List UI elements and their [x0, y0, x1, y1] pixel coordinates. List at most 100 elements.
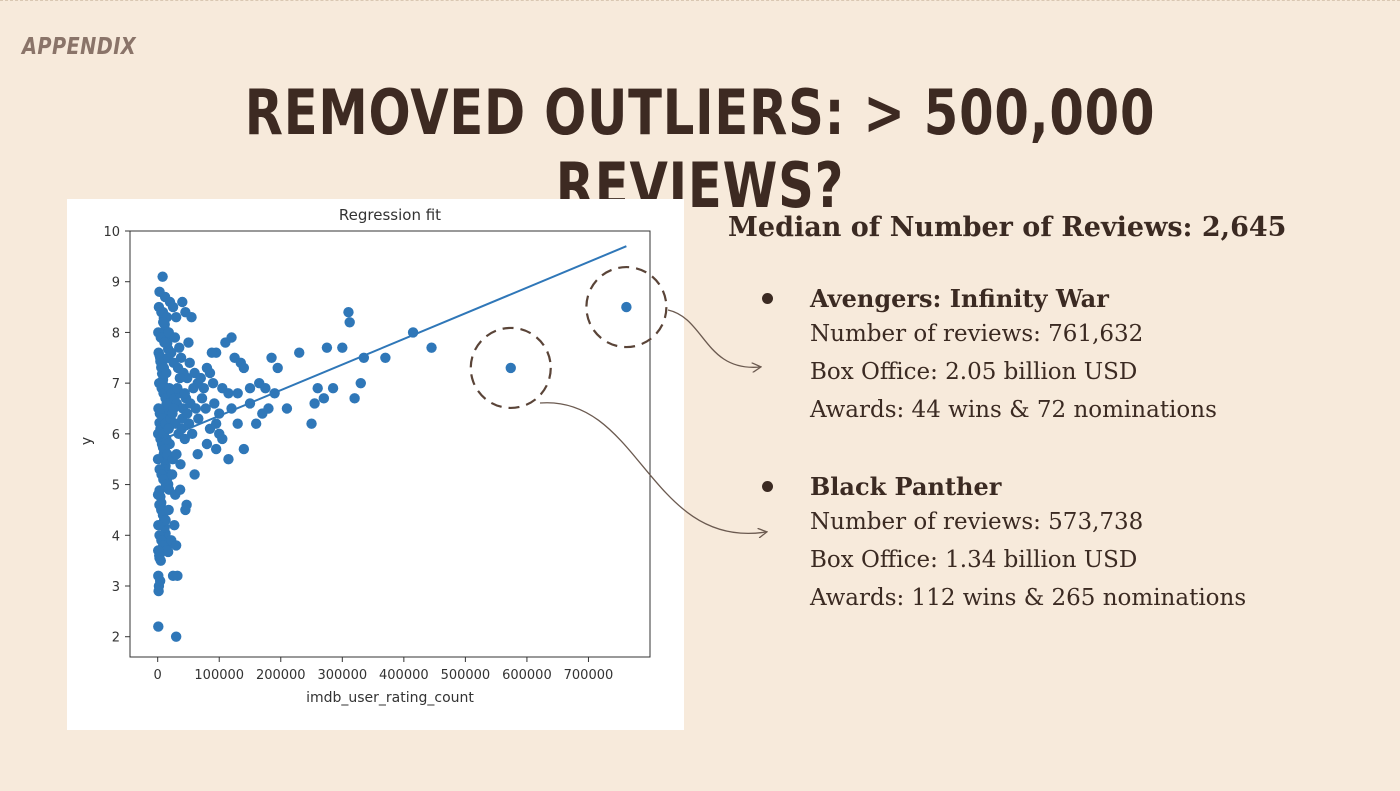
data-point [152, 454, 164, 465]
data-point [169, 332, 181, 343]
y-tick-label: 4 [112, 529, 120, 544]
data-point [210, 418, 222, 429]
data-point [171, 448, 182, 460]
y-tick-label: 8 [112, 326, 120, 341]
regression-line [157, 245, 627, 443]
data-point [196, 393, 208, 404]
movie-awards: Awards: 112 wins & 265 nominations [810, 585, 1247, 611]
x-tick-label: 200000 [256, 668, 306, 683]
data-point [182, 408, 193, 419]
data-point [184, 357, 195, 369]
data-point [174, 484, 186, 495]
scatter-chart: Regression fit imdb_user_rating_count y … [79, 206, 651, 706]
data-point [201, 438, 213, 450]
data-point [172, 570, 183, 582]
data-point [232, 418, 243, 429]
x-tick-label: 600000 [502, 668, 552, 683]
data-point [321, 342, 333, 353]
data-point [157, 271, 168, 282]
y-tick-label: 9 [112, 276, 120, 291]
y-tick-label: 7 [112, 377, 120, 392]
data-point [238, 362, 250, 374]
chart-title: Regression fit [339, 206, 441, 224]
data-point [166, 347, 177, 358]
data-point [160, 514, 171, 526]
data-point [161, 367, 172, 379]
data-point [174, 342, 185, 353]
data-point [217, 433, 228, 445]
data-point [179, 433, 190, 445]
data-point [177, 296, 188, 308]
data-point [180, 504, 191, 516]
data-point [250, 418, 262, 429]
plot-frame [129, 230, 651, 658]
data-point [223, 454, 234, 465]
movie-name: Avengers: Infinity War [810, 284, 1109, 313]
data-point [266, 352, 277, 363]
data-point [186, 312, 197, 323]
data-point [337, 342, 348, 353]
data-point [172, 383, 183, 394]
data-point [201, 362, 213, 374]
data-point [223, 388, 234, 399]
top-divider [0, 0, 1400, 1]
data-point [188, 383, 199, 394]
data-point [168, 403, 179, 414]
x-tick-label: 0 [154, 668, 162, 683]
y-tick-label: 10 [103, 225, 120, 240]
data-point [153, 519, 164, 531]
slide-title: REMOVED OUTLIERS: > 500,000 REVIEWS? [244, 76, 1156, 222]
data-point [189, 469, 200, 480]
median-reviews: Median of Number of Reviews: 2,645 [728, 212, 1287, 243]
data-point [170, 312, 182, 323]
data-point [195, 372, 206, 384]
data-point [167, 301, 179, 313]
x-tick-label: 500000 [441, 668, 491, 683]
movie-box-office: Box Office: 1.34 billion USD [810, 547, 1138, 573]
data-point [186, 428, 198, 440]
data-point [226, 332, 237, 343]
outlier-circle [585, 265, 668, 349]
data-point [163, 423, 174, 434]
data-point [155, 555, 166, 566]
movie-box-office: Box Office: 2.05 billion USD [810, 359, 1138, 385]
data-point [426, 342, 437, 353]
data-point [153, 621, 164, 632]
outlier-point [621, 301, 632, 313]
scatter-chart-card: Regression fit imdb_user_rating_count y … [67, 199, 684, 730]
data-point [198, 383, 210, 394]
data-point [318, 393, 330, 404]
data-point [175, 459, 186, 470]
data-point [312, 383, 323, 394]
x-tick-label: 300000 [317, 668, 367, 683]
y-axis-label: y [79, 437, 95, 445]
y-tick-label: 2 [112, 631, 120, 646]
bullet-dot [762, 293, 773, 304]
data-point [272, 362, 283, 374]
data-point [169, 519, 180, 531]
y-tick-label: 5 [112, 479, 120, 494]
data-point [170, 631, 182, 642]
data-point [343, 306, 354, 318]
data-point [263, 403, 274, 414]
data-point [349, 393, 360, 404]
data-point [190, 403, 202, 414]
data-point [260, 383, 271, 394]
y-tick-label: 3 [112, 580, 120, 595]
x-tick-label: 400000 [379, 668, 429, 683]
data-point [153, 585, 164, 597]
section-kicker: APPENDIX [22, 34, 137, 60]
movie-reviews: Number of reviews: 573,738 [810, 509, 1144, 535]
movie-name: Black Panther [810, 472, 1002, 501]
data-point [193, 413, 204, 424]
data-point [209, 398, 220, 409]
data-point [380, 352, 391, 363]
bullet-dot [762, 481, 773, 492]
x-tick-label: 100000 [194, 668, 244, 683]
data-point [210, 443, 222, 455]
annotation-arrow-avengers [667, 309, 760, 367]
x-axis-label: imdb_user_rating_count [306, 690, 474, 706]
data-point [179, 388, 190, 399]
data-point [355, 377, 366, 389]
